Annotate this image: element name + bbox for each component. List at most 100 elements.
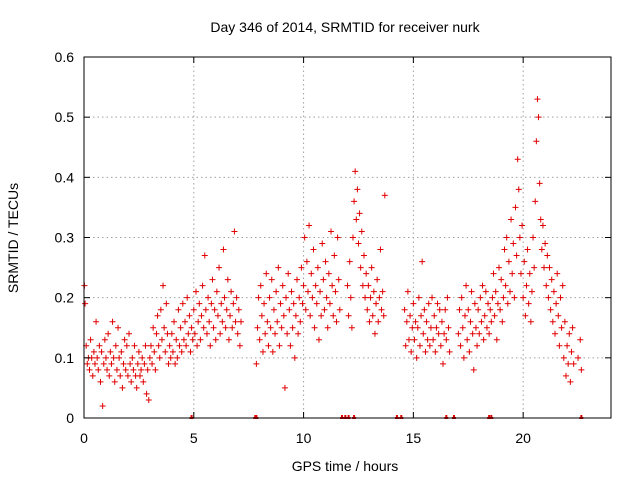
data-point [113,366,120,373]
data-point [233,294,240,301]
data-point [546,264,553,271]
data-point [556,342,563,349]
data-point [421,306,428,313]
data-point [307,312,314,319]
data-point [154,312,161,319]
data-point [344,282,351,289]
data-point [223,306,230,313]
data-point [469,330,476,337]
data-point [324,324,331,331]
data-point [501,246,508,253]
data-point [166,342,173,349]
data-point [273,288,280,295]
data-point [422,348,429,355]
data-point [261,300,268,307]
data-point [255,294,262,301]
x-tick-label: 15 [406,430,422,446]
data-point [98,348,105,355]
data-point [492,288,499,295]
data-point [569,324,576,331]
data-point [177,324,184,331]
data-point [349,234,356,241]
data-point [543,282,550,289]
data-point [129,354,136,361]
data-point [363,270,370,277]
data-point [167,354,174,361]
data-point [184,294,191,301]
data-point [471,300,478,307]
data-point [515,186,522,193]
data-point [547,306,554,313]
data-point [486,330,493,337]
data-point [94,354,101,361]
data-point [345,312,352,319]
data-point [408,348,415,355]
data-point [101,336,108,343]
data-point [331,252,338,259]
data-point [220,246,227,253]
data-point [333,318,340,325]
data-point [485,300,492,307]
data-point [567,378,574,385]
data-point [104,366,111,373]
data-point [381,192,388,199]
data-point [438,318,445,325]
data-point [377,246,384,253]
data-point [559,282,566,289]
data-point [162,348,169,355]
data-point [84,360,91,367]
data-point [542,240,549,247]
data-point [272,330,279,337]
data-point [548,276,555,283]
y-axis-title: SRMTID / TECUs [5,183,21,293]
data-point [558,324,565,331]
data-point [403,318,410,325]
data-point [269,348,276,355]
data-point [440,360,447,367]
data-point [334,234,341,241]
data-point [283,294,290,301]
data-point [161,324,168,331]
data-point [323,294,330,301]
data-point [221,294,228,301]
data-point [160,282,167,289]
data-point [354,186,361,193]
data-point [530,234,537,241]
data-point [93,318,100,325]
data-point [413,354,420,361]
data-point [510,240,517,247]
data-point [550,288,557,295]
data-point [411,336,418,343]
data-point [169,348,176,355]
data-point [516,234,523,241]
data-point [326,300,333,307]
data-point [91,360,98,367]
data-point [281,384,288,391]
data-point [275,264,282,271]
data-point [526,270,533,277]
data-point [562,372,569,379]
data-point [238,318,245,325]
data-point [234,330,241,337]
data-point [313,300,320,307]
data-point [459,324,466,331]
data-point [475,306,482,313]
data-point [287,342,294,349]
data-point [187,348,194,355]
data-point [89,372,96,379]
data-point [145,396,152,403]
data-point [371,330,378,337]
data-point [488,318,495,325]
data-point [329,282,336,289]
data-point [86,366,93,373]
data-point [171,318,178,325]
data-point [355,240,362,247]
data-point [499,318,506,325]
data-point [202,306,209,313]
data-point [112,342,119,349]
data-point [461,312,468,319]
data-point [538,246,545,253]
data-point [301,234,308,241]
data-point [346,258,353,265]
data-markers [81,96,585,419]
